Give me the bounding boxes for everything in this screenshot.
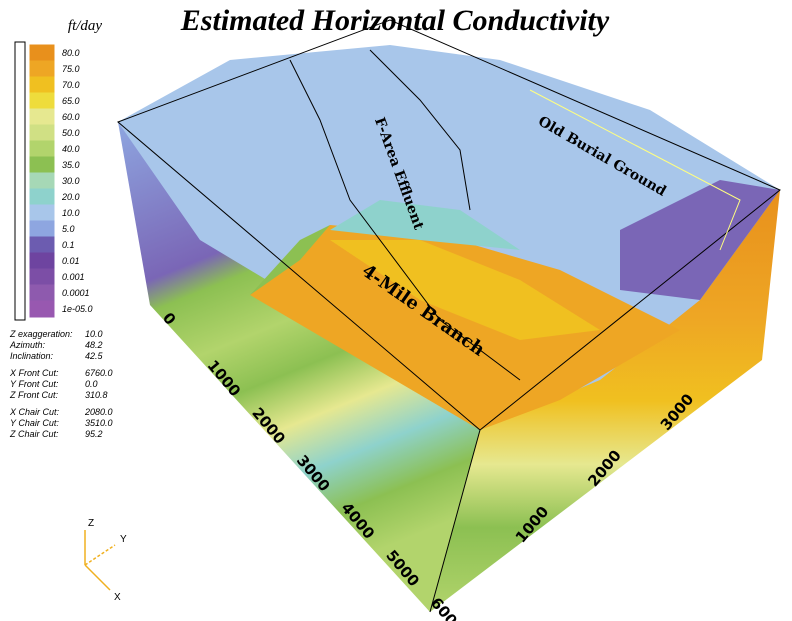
legend-swatch bbox=[29, 284, 55, 302]
legend-label: 50.0 bbox=[62, 128, 80, 138]
legend-label: 70.0 bbox=[62, 80, 80, 90]
legend-swatch bbox=[29, 108, 55, 126]
block bbox=[117, 19, 781, 613]
legend-swatch bbox=[29, 44, 55, 62]
contour bbox=[369, 49, 471, 211]
legend-swatch bbox=[29, 124, 55, 142]
parameter-name: Y Front Cut: bbox=[10, 379, 59, 389]
parameter-name: X Chair Cut: bbox=[9, 407, 60, 417]
cut-floor bbox=[250, 225, 680, 430]
legend-swatch bbox=[29, 300, 55, 318]
legend-label: 0.1 bbox=[62, 240, 75, 250]
legend-swatch bbox=[29, 60, 55, 78]
parameter-value: 95.2 bbox=[85, 429, 103, 439]
legend-label: 30.0 bbox=[62, 176, 80, 186]
box-edge bbox=[429, 429, 481, 613]
legend-swatch bbox=[29, 92, 55, 110]
parameter-name: Z Chair Cut: bbox=[9, 429, 59, 439]
legend-label: 10.0 bbox=[62, 208, 80, 218]
legend-swatch bbox=[29, 236, 55, 254]
parameter-name: Azimuth: bbox=[9, 340, 46, 350]
axis-label: X bbox=[114, 592, 121, 603]
cut-wall bbox=[250, 225, 330, 295]
parameter-value: 10.0 bbox=[85, 329, 103, 339]
legend-swatch bbox=[29, 268, 55, 286]
axis-triad bbox=[84, 530, 116, 591]
legend-label: 1e-05.0 bbox=[62, 304, 93, 314]
legend-swatch bbox=[29, 252, 55, 270]
legend-label: 75.0 bbox=[62, 64, 80, 74]
legend-swatch bbox=[29, 188, 55, 206]
legend-label: 60.0 bbox=[62, 112, 80, 122]
axis-label: Z bbox=[88, 518, 94, 529]
parameter-value: 310.8 bbox=[85, 390, 108, 400]
channel bbox=[330, 200, 520, 250]
legend-label: 80.0 bbox=[62, 48, 80, 58]
title: Estimated Horizontal Conductivity bbox=[180, 4, 610, 37]
legend-label: 0.0001 bbox=[62, 288, 90, 298]
contour bbox=[529, 89, 741, 251]
contour bbox=[289, 59, 521, 381]
parameter-value: 6760.0 bbox=[85, 368, 113, 378]
parameter-value: 48.2 bbox=[85, 340, 103, 350]
parameter-value: 0.0 bbox=[85, 379, 98, 389]
low-zone bbox=[620, 180, 780, 300]
legend-frame bbox=[14, 41, 26, 321]
legend-label: 0.001 bbox=[62, 272, 85, 282]
legend-swatch bbox=[29, 140, 55, 158]
parameter-value: 42.5 bbox=[85, 351, 104, 361]
legend-swatch bbox=[29, 204, 55, 222]
legend-label: 0.01 bbox=[62, 256, 80, 266]
parameter-name: Z Front Cut: bbox=[9, 390, 59, 400]
axis-label: Y bbox=[120, 534, 127, 545]
legend-label: 35.0 bbox=[62, 160, 80, 170]
legend-swatch bbox=[29, 76, 55, 94]
legend-label: 40.0 bbox=[62, 144, 80, 154]
cut-floor-high bbox=[330, 240, 600, 340]
legend-label: 65.0 bbox=[62, 96, 80, 106]
parameter-name: Y Chair Cut: bbox=[10, 418, 59, 428]
legend-swatch bbox=[29, 156, 55, 174]
parameter-name: Z exaggeration: bbox=[9, 329, 73, 339]
legend-unit: ft/day bbox=[68, 18, 103, 34]
legend-label: 20.0 bbox=[61, 192, 80, 202]
parameter-name: Inclination: bbox=[10, 351, 54, 361]
parameter-name: X Front Cut: bbox=[9, 368, 59, 378]
bounding-box bbox=[117, 19, 781, 431]
legend-swatch bbox=[29, 220, 55, 238]
legend-swatch bbox=[29, 172, 55, 190]
legend-label: 5.0 bbox=[62, 224, 75, 234]
parameter-value: 2080.0 bbox=[84, 407, 113, 417]
parameter-value: 3510.0 bbox=[85, 418, 113, 428]
